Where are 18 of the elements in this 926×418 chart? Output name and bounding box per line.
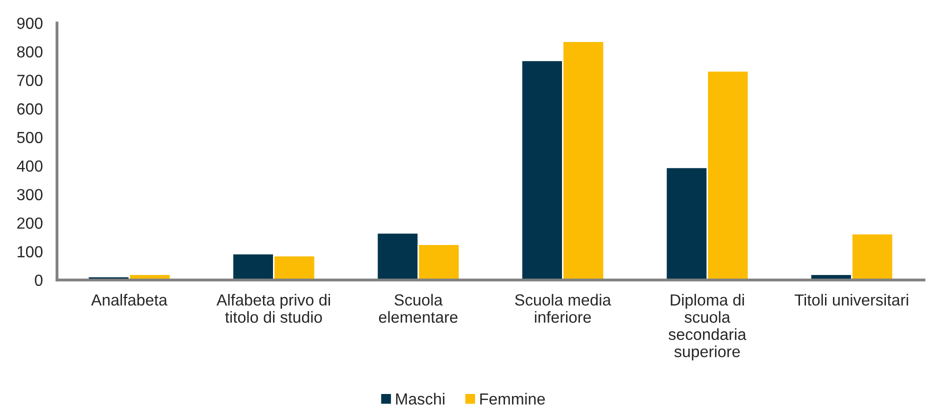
legend-label: Femmine bbox=[480, 392, 545, 405]
x-tick-label: Scuola media inferiore bbox=[515, 294, 612, 323]
y-tick-label: 200 bbox=[17, 218, 42, 229]
y-tick-label: 400 bbox=[16, 160, 42, 172]
y-tick-label: 300 bbox=[17, 188, 42, 200]
y-tick-label: 600 bbox=[17, 103, 42, 115]
y-tick-label: 500 bbox=[17, 132, 42, 144]
y-tick-label: 900 bbox=[17, 18, 42, 29]
y-tick-label: 100 bbox=[18, 246, 42, 258]
y-tick-label: 700 bbox=[17, 74, 42, 86]
x-tick-label: Alfabeta privo di titolo di studio bbox=[216, 294, 330, 323]
x-tick-label: Diploma di scuola secondaria superiore bbox=[668, 294, 746, 360]
y-tick-label: 800 bbox=[17, 46, 42, 58]
x-tick-label: Scuola elementare bbox=[378, 294, 458, 323]
y-tick-label: 0 bbox=[34, 274, 42, 286]
x-tick-label: Analfabeta bbox=[91, 294, 168, 306]
legend-label: Maschi bbox=[396, 392, 444, 405]
x-tick-label: Titoli universitari bbox=[794, 294, 908, 306]
